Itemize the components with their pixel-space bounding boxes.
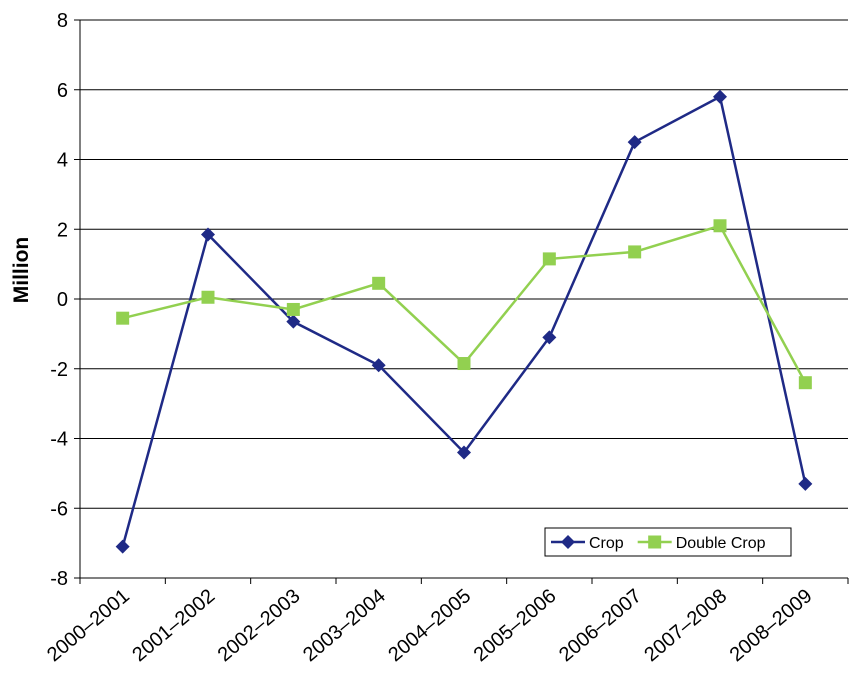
x-tick-label: 2007–2008 (640, 585, 731, 666)
x-tick-label: 2000–2001 (43, 585, 134, 666)
data-point (457, 445, 471, 460)
data-point (713, 219, 727, 233)
data-point (371, 358, 386, 373)
data-point (627, 135, 642, 150)
x-tick-label: 2008–2009 (726, 585, 817, 666)
data-point (542, 252, 556, 266)
data-point (798, 476, 813, 491)
data-point (457, 357, 471, 371)
x-tick-label: 2001–2002 (128, 585, 219, 666)
y-tick-label: 2 (57, 219, 68, 241)
data-point (201, 290, 215, 304)
legend-label: Crop (589, 535, 624, 552)
y-tick-label: 8 (57, 10, 68, 32)
legend-marker (561, 535, 575, 549)
y-tick-label: -4 (50, 429, 68, 451)
x-tick-label: 2003–2004 (299, 585, 390, 666)
data-point (713, 89, 727, 104)
x-tick-label: 2006–2007 (555, 585, 646, 666)
legend: Crop Double Crop (544, 527, 792, 557)
y-tick-label: -8 (50, 568, 68, 590)
data-point (372, 276, 386, 290)
y-axis-label: Million (10, 237, 33, 304)
data-point (201, 227, 215, 242)
y-tick-label: 6 (57, 80, 68, 102)
data-point (628, 245, 642, 259)
legend-label: Double Crop (676, 535, 766, 552)
legend-marker (648, 535, 662, 549)
x-tick-label: 2005–2006 (470, 585, 561, 666)
y-tick-label: 0 (57, 289, 68, 311)
data-point (286, 314, 301, 329)
data-point (542, 330, 557, 345)
series-line (121, 94, 807, 547)
data-point (798, 376, 812, 390)
y-tick-label: 4 (57, 150, 68, 172)
data-point (116, 311, 130, 325)
series (116, 219, 812, 390)
y-tick-label: -2 (50, 359, 68, 381)
x-tick-label: 2002–2003 (214, 585, 305, 666)
data-point (115, 539, 130, 554)
series (115, 89, 813, 554)
x-tick-label: 2004–2005 (384, 585, 475, 666)
y-tick-label: -6 (50, 498, 68, 520)
data-point (286, 302, 300, 316)
